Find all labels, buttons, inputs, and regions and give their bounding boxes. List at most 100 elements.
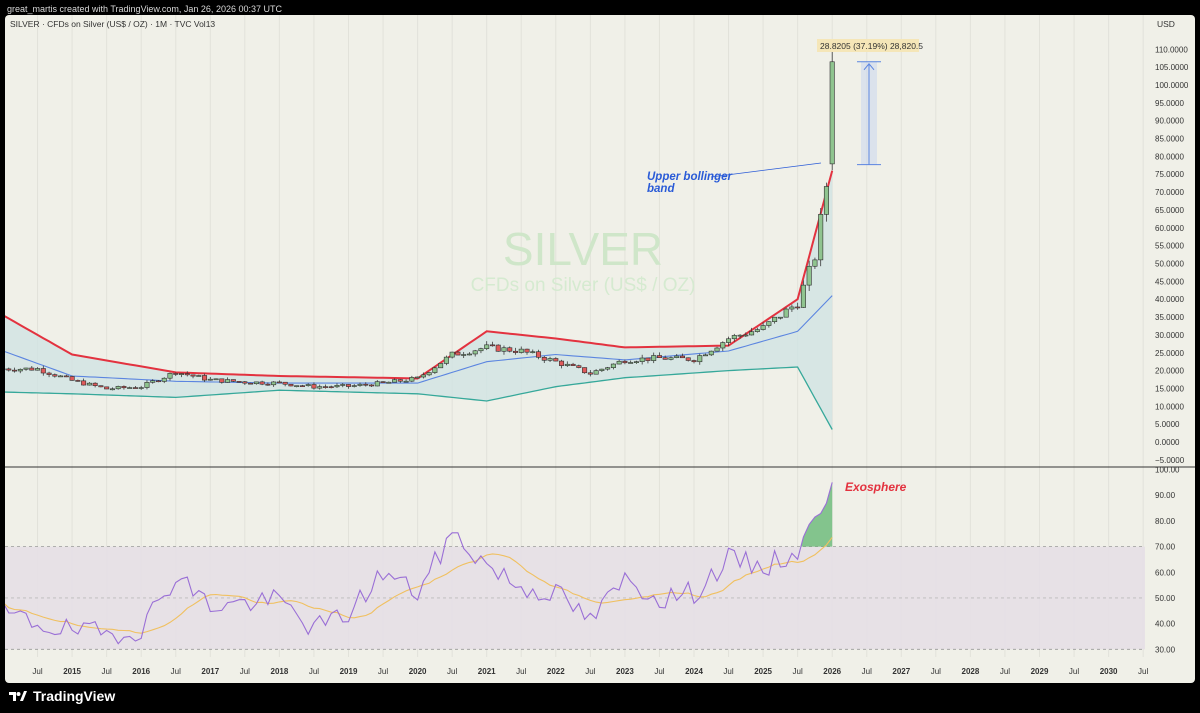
candle-body (138, 387, 144, 389)
candle-body (213, 378, 219, 381)
bollinger-annotation-arrow (710, 162, 822, 178)
candle-body (17, 368, 23, 372)
candle-body (708, 350, 714, 356)
candle-body (420, 374, 426, 378)
candle-body (530, 351, 536, 354)
price-tick-label: −5.0000 (1155, 456, 1185, 465)
rsi-line (5, 482, 833, 645)
rsi-tick-label: 90.00 (1155, 491, 1176, 500)
candle-body (196, 375, 202, 377)
candle-body (812, 259, 818, 267)
candle-body (737, 334, 743, 337)
tradingview-logo-icon (9, 691, 27, 701)
candle-body (104, 386, 110, 390)
candle-body (749, 331, 755, 336)
currency-label: USD (1157, 19, 1175, 29)
time-label-month: Jul (102, 667, 112, 676)
candle-body (276, 381, 282, 384)
price-tick-label: 70.0000 (1155, 188, 1184, 197)
candle-body (593, 370, 599, 375)
candle-body (6, 368, 12, 371)
candle-body (311, 384, 317, 389)
candle-body (576, 365, 582, 368)
time-label-year: 2017 (201, 667, 219, 676)
candle-body (150, 380, 156, 383)
bollinger-annotation-line1: Upper bollinger (647, 171, 733, 183)
candle-body (334, 385, 340, 388)
candle-body (633, 361, 639, 363)
candle-body (674, 355, 680, 359)
candle-body (299, 385, 305, 387)
time-label-year: 2022 (547, 667, 565, 676)
price-tick-label: 90.0000 (1155, 117, 1184, 126)
candle-body (639, 357, 645, 362)
candle-body (697, 355, 703, 363)
candle-body (587, 372, 593, 375)
time-label-month: Jul (723, 667, 733, 676)
price-tick-label: 65.0000 (1155, 206, 1184, 215)
price-tick-label: 105.0000 (1155, 63, 1189, 72)
candle-body (409, 377, 415, 382)
candle-body (109, 388, 115, 391)
time-label-year: 2021 (478, 667, 496, 676)
price-tick-label: 20.0000 (1155, 367, 1184, 376)
candle-body (58, 375, 64, 378)
candle-body (144, 382, 150, 388)
bollinger-lower-band (5, 366, 833, 430)
candle-body (662, 357, 668, 360)
rsi-axis: 100.00 90.00 80.00 70.00 60.00 50.00 40.00 30.0… (1155, 466, 1180, 655)
time-label-year: 2026 (823, 667, 841, 676)
candle-body (207, 378, 213, 381)
time-label-month: Jul (309, 667, 319, 676)
candle-body (703, 354, 709, 357)
candle-body (35, 368, 41, 371)
time-label-year: 2019 (340, 667, 358, 676)
candle-body (489, 344, 495, 347)
candle-body (829, 61, 835, 165)
candle-body (351, 385, 357, 387)
candle-body (132, 387, 138, 389)
candle-body (478, 348, 484, 352)
rsi-tick-label: 30.00 (1155, 645, 1176, 654)
candle-body (52, 374, 58, 377)
candle-body (512, 350, 518, 353)
time-label-year: 2020 (409, 667, 427, 676)
tradingview-logo[interactable]: TradingView (9, 688, 115, 704)
measure-label: 28.8205 (37.19%) 28,820.5 (820, 41, 923, 51)
rsi-tick-label: 40.00 (1155, 620, 1176, 629)
candle-body (225, 379, 231, 383)
candle-body (541, 357, 547, 361)
time-label-year: 2025 (754, 667, 772, 676)
time-label-year: 2015 (63, 667, 81, 676)
candle-body (772, 316, 778, 323)
price-axis: 110.0000 105.0000 100.0000 95.0000 90.0000 85… (1155, 45, 1189, 465)
candle-body (173, 373, 179, 375)
rsi-tick-label: 80.00 (1155, 517, 1176, 526)
watermark-subtitle: CFDs on Silver (US$ / OZ) (471, 275, 696, 296)
watermark-title: SILVER (503, 223, 663, 275)
price-tick-label: 0.0000 (1155, 438, 1180, 447)
candle-body (628, 362, 634, 364)
time-label-month: Jul (171, 667, 181, 676)
candle-body (12, 369, 18, 372)
candle-body (438, 363, 444, 369)
price-tick-label: 60.0000 (1155, 224, 1184, 233)
candle-body (282, 381, 288, 385)
candle-body (795, 306, 801, 309)
price-tick-label: 25.0000 (1155, 349, 1184, 358)
time-axis: Jul 2015 Jul 2016 Jul 2017 Jul 2018 Jul 2019 Jul 20… (32, 667, 1148, 676)
candle-body (616, 360, 622, 365)
candles-group (5, 49, 835, 391)
candle-body (386, 381, 392, 384)
chart-frame[interactable]: SILVER CFDs on Silver (US$ / OZ) 28.8205 (… (5, 15, 1195, 683)
time-label-year: 2030 (1100, 667, 1118, 676)
candle-body (610, 363, 616, 368)
candle-body (726, 338, 732, 343)
candle-body (645, 357, 651, 361)
candle-body (236, 381, 242, 383)
time-label-year: 2029 (1031, 667, 1049, 676)
candle-body (743, 334, 749, 337)
candle-body (766, 321, 772, 326)
